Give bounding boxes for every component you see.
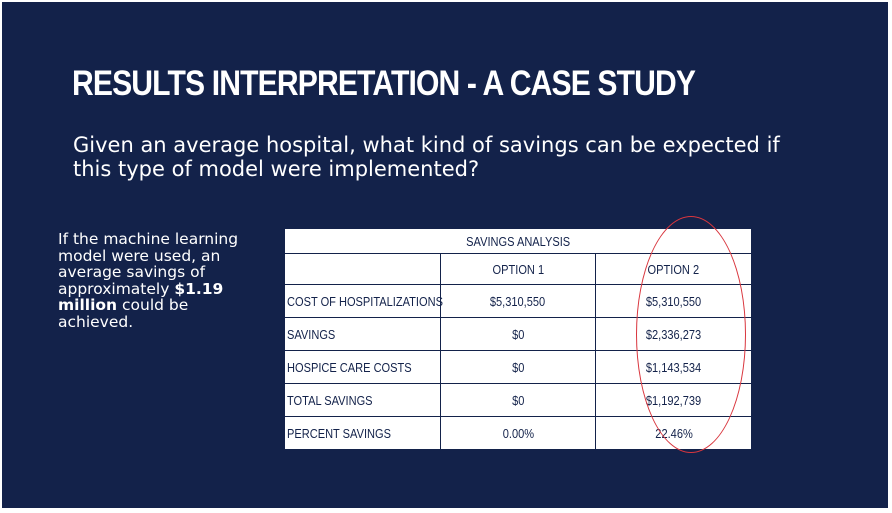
- row-label: TOTAL SAVINGS: [284, 383, 441, 417]
- cell-value: $0: [511, 326, 525, 342]
- table-header-empty: [284, 253, 441, 285]
- column-header-label: OPTION 2: [647, 261, 700, 277]
- cell-value: $0: [511, 392, 525, 408]
- cell-value: $1,192,739: [645, 392, 702, 408]
- cell-value: $2,336,273: [645, 326, 702, 342]
- cell-value: 22.46%: [654, 425, 693, 441]
- row-option1-value: $0: [439, 350, 597, 384]
- side-note: If the machine learning model were used,…: [58, 231, 248, 330]
- row-label-text: PERCENT SAVINGS: [287, 425, 391, 441]
- row-option2-value: 22.46%: [595, 416, 752, 450]
- row-label: COST OF HOSPITALIZATIONS: [284, 284, 443, 318]
- slide-title: RESULTS INTERPRETATION - A CASE STUDY: [72, 64, 696, 103]
- row-label-text: COST OF HOSPITALIZATIONS: [287, 293, 443, 309]
- row-option1-value: $0: [439, 317, 597, 351]
- row-label-text: SAVINGS: [287, 326, 336, 342]
- cell-value: $5,310,550: [490, 293, 546, 309]
- side-note-text: If the machine learning model were used,…: [58, 230, 239, 298]
- cell-value: $5,310,550: [645, 293, 702, 309]
- row-option2-value: $1,143,534: [595, 350, 752, 384]
- row-option2-value: $2,336,273: [595, 317, 752, 351]
- table-title: SAVINGS ANALYSIS: [465, 233, 570, 249]
- table-title-row: SAVINGS ANALYSIS: [284, 228, 752, 254]
- side-note-text-end: could be achieved.: [58, 296, 189, 331]
- row-label-text: TOTAL SAVINGS: [287, 392, 373, 408]
- slide-subtitle: Given an average hospital, what kind of …: [73, 133, 780, 181]
- side-note-highlight: $1.19 million: [58, 279, 224, 314]
- row-option2-value: $5,310,550: [595, 284, 752, 318]
- cell-value: 0.00%: [502, 425, 534, 441]
- row-label-text: HOSPICE CARE COSTS: [287, 359, 412, 375]
- table-row: COST OF HOSPITALIZATIONS $5,310,550 $5,3…: [284, 284, 752, 318]
- column-header-option-2: OPTION 2: [595, 253, 752, 285]
- cell-value: $1,143,534: [645, 359, 702, 375]
- column-header-option-1: OPTION 1: [439, 253, 597, 285]
- table-row: HOSPICE CARE COSTS $0 $1,143,534: [284, 350, 752, 384]
- row-option1-value: $0: [439, 383, 597, 417]
- table-title-cell: SAVINGS ANALYSIS: [284, 228, 752, 254]
- row-label: SAVINGS: [284, 317, 441, 351]
- row-option1-value: $5,310,550: [439, 284, 597, 318]
- row-label: PERCENT SAVINGS: [284, 416, 441, 450]
- table-row: PERCENT SAVINGS 0.00% 22.46%: [284, 416, 752, 450]
- table-row: SAVINGS $0 $2,336,273: [284, 317, 752, 351]
- column-header-label: OPTION 1: [492, 261, 544, 277]
- savings-table: SAVINGS ANALYSIS OPTION 1 OPTION 2 COST …: [284, 228, 752, 450]
- row-option2-value: $1,192,739: [595, 383, 752, 417]
- table-row: TOTAL SAVINGS $0 $1,192,739: [284, 383, 752, 417]
- table-header-row: OPTION 1 OPTION 2: [284, 253, 752, 285]
- cell-value: $0: [511, 359, 525, 375]
- row-option1-value: 0.00%: [439, 416, 597, 450]
- row-label: HOSPICE CARE COSTS: [284, 350, 441, 384]
